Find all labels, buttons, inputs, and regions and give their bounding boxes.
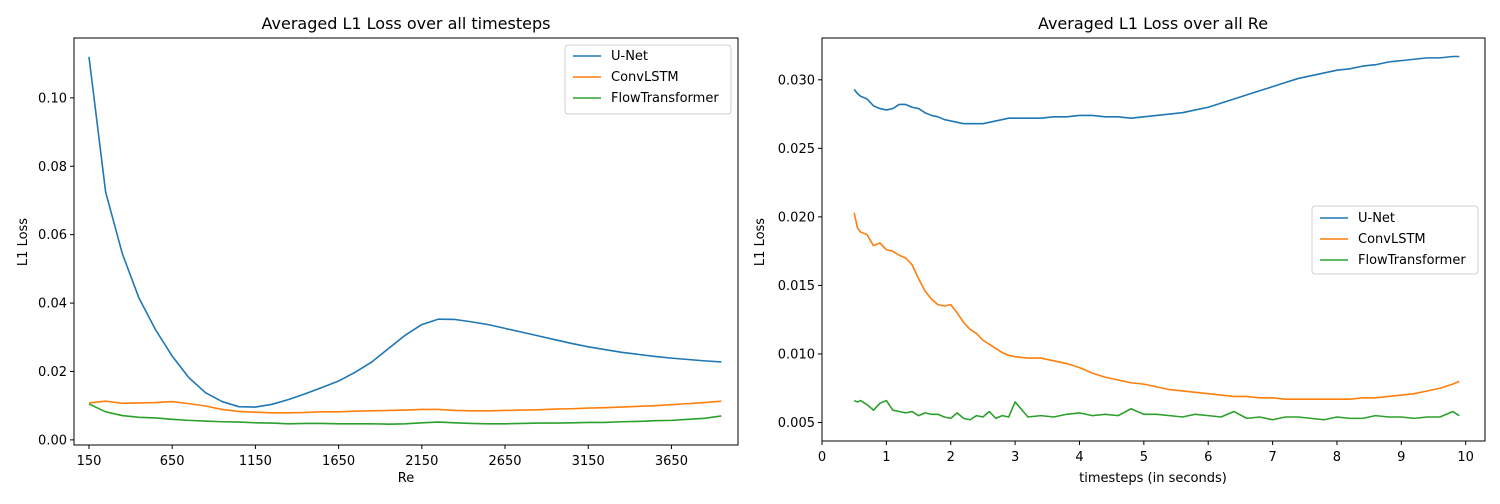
x-tick-label: 3 bbox=[1011, 450, 1019, 465]
x-tick-label: 0 bbox=[818, 450, 826, 465]
chart-title: Averaged L1 Loss over all Re bbox=[1038, 14, 1268, 33]
x-tick-label: 10 bbox=[1457, 450, 1474, 465]
plot-frame bbox=[821, 37, 1486, 442]
y-tick-label: 0.010 bbox=[778, 347, 815, 362]
y-axis-ticks: 0.005 0.010 0.015 0.020 0.025 0.030 bbox=[778, 73, 822, 431]
x-tick-label: 6 bbox=[1204, 450, 1212, 465]
x-tick-label: 1150 bbox=[239, 454, 272, 469]
y-tick-label: 0.025 bbox=[778, 142, 815, 157]
x-tick-label: 1650 bbox=[322, 454, 355, 469]
x-tick-label: 3150 bbox=[572, 454, 605, 469]
legend-label-flowtransformer: FlowTransformer bbox=[611, 91, 719, 106]
y-axis-label: L1 Loss bbox=[753, 218, 768, 266]
y-tick-label: 0.00 bbox=[38, 433, 67, 448]
x-axis-ticks: 150 650 1150 1650 2150 2650 3150 3650 bbox=[77, 445, 688, 469]
series-line-flowtransformer bbox=[88, 403, 722, 425]
y-tick-label: 0.015 bbox=[778, 279, 815, 294]
y-axis-ticks: 0.00 0.02 0.04 0.06 0.08 0.10 bbox=[38, 91, 74, 448]
y-tick-label: 0.005 bbox=[778, 416, 815, 431]
plot-area bbox=[853, 55, 1460, 421]
legend-box bbox=[1311, 205, 1479, 275]
y-tick-label: 0.020 bbox=[778, 210, 815, 225]
series-line-convlstm bbox=[853, 212, 1460, 400]
x-tick-label: 650 bbox=[160, 454, 185, 469]
y-tick-label: 0.06 bbox=[38, 228, 67, 243]
series-line-convlstm bbox=[88, 400, 722, 414]
y-tick-label: 0.04 bbox=[38, 297, 67, 312]
series-line-u-net bbox=[88, 56, 722, 408]
x-tick-label: 8 bbox=[1333, 450, 1341, 465]
x-axis-ticks: 0 1 2 3 4 5 6 7 8 9 10 bbox=[818, 441, 1474, 465]
x-tick-label: 9 bbox=[1397, 450, 1405, 465]
x-tick-label: 150 bbox=[77, 454, 102, 469]
legend-label-flowtransformer: FlowTransformer bbox=[1358, 253, 1466, 268]
legend-label-convlstm: ConvLSTM bbox=[1358, 232, 1426, 247]
series-line-flowtransformer bbox=[853, 399, 1460, 421]
y-tick-label: 0.02 bbox=[38, 365, 67, 380]
x-tick-label: 2150 bbox=[405, 454, 438, 469]
legend: U-Net ConvLSTM FlowTransformer bbox=[1311, 205, 1479, 275]
x-axis-label: timesteps (in seconds) bbox=[1079, 471, 1227, 486]
legend-box bbox=[564, 44, 732, 115]
chart-title: Averaged L1 Loss over all timesteps bbox=[262, 14, 551, 33]
legend-label-unet: U-Net bbox=[611, 49, 648, 64]
legend-label-convlstm: ConvLSTM bbox=[611, 70, 679, 85]
x-tick-label: 2650 bbox=[488, 454, 521, 469]
legend-label-unet: U-Net bbox=[1358, 211, 1395, 226]
x-axis-label: Re bbox=[398, 471, 414, 486]
plot-area bbox=[88, 56, 722, 425]
x-tick-label: 7 bbox=[1268, 450, 1276, 465]
y-tick-label: 0.10 bbox=[38, 91, 67, 106]
legend: U-Net ConvLSTM FlowTransformer bbox=[564, 44, 732, 115]
series-line-u-net bbox=[853, 55, 1460, 125]
plot-frame bbox=[73, 37, 739, 446]
x-tick-label: 4 bbox=[1075, 450, 1083, 465]
x-tick-label: 5 bbox=[1140, 450, 1148, 465]
y-tick-label: 0.08 bbox=[38, 160, 67, 175]
y-tick-label: 0.030 bbox=[778, 73, 815, 88]
x-tick-label: 1 bbox=[882, 450, 890, 465]
y-axis-label: L1 Loss bbox=[16, 218, 31, 266]
chart-re: Averaged L1 Loss over all timesteps Re L… bbox=[16, 14, 739, 486]
x-tick-label: 3650 bbox=[655, 454, 688, 469]
x-tick-label: 2 bbox=[947, 450, 955, 465]
chart-timesteps: Averaged L1 Loss over all Re timesteps (… bbox=[753, 14, 1486, 486]
